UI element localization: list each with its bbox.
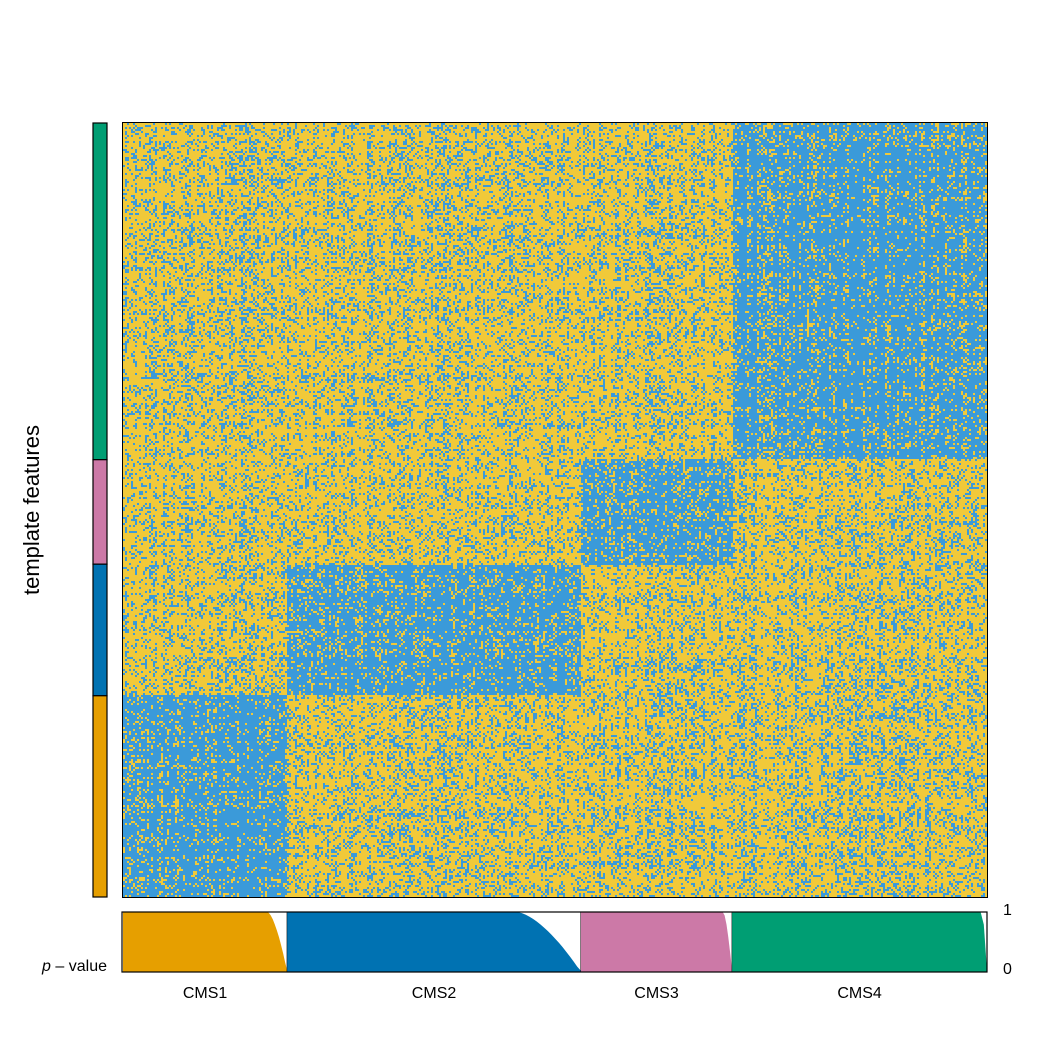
pvalue-label-p: p <box>42 958 51 975</box>
row-annotation-cms4 <box>92 122 108 461</box>
pvalue-tick-top: 1 <box>1003 902 1012 919</box>
heatmap-matrix <box>123 123 987 897</box>
row-annotation-cms2 <box>92 563 108 697</box>
pvalue-frame <box>121 911 988 973</box>
pvalue-area-cms4 <box>732 912 987 972</box>
row-annotation-cms3 <box>92 459 108 565</box>
class-label-cms3: CMS3 <box>634 985 679 1002</box>
pvalue-label: p – value <box>42 958 107 975</box>
pvalue-bar-panel <box>121 911 988 973</box>
row-class-annotation <box>92 122 108 898</box>
y-axis-label: template features <box>19 425 44 595</box>
class-label-cms2: CMS2 <box>411 985 457 1002</box>
pvalue-area-cms3 <box>580 912 733 972</box>
row-annotation-cms1 <box>92 695 108 898</box>
pvalue-area-cms2 <box>287 912 581 972</box>
class-label-cms4: CMS4 <box>837 985 882 1002</box>
pvalue-label-value: value <box>68 958 107 975</box>
pvalue-area-cms1 <box>123 912 288 972</box>
class-label-cms1: CMS1 <box>182 985 228 1002</box>
pvalue-tick-bottom: 0 <box>1003 961 1012 978</box>
